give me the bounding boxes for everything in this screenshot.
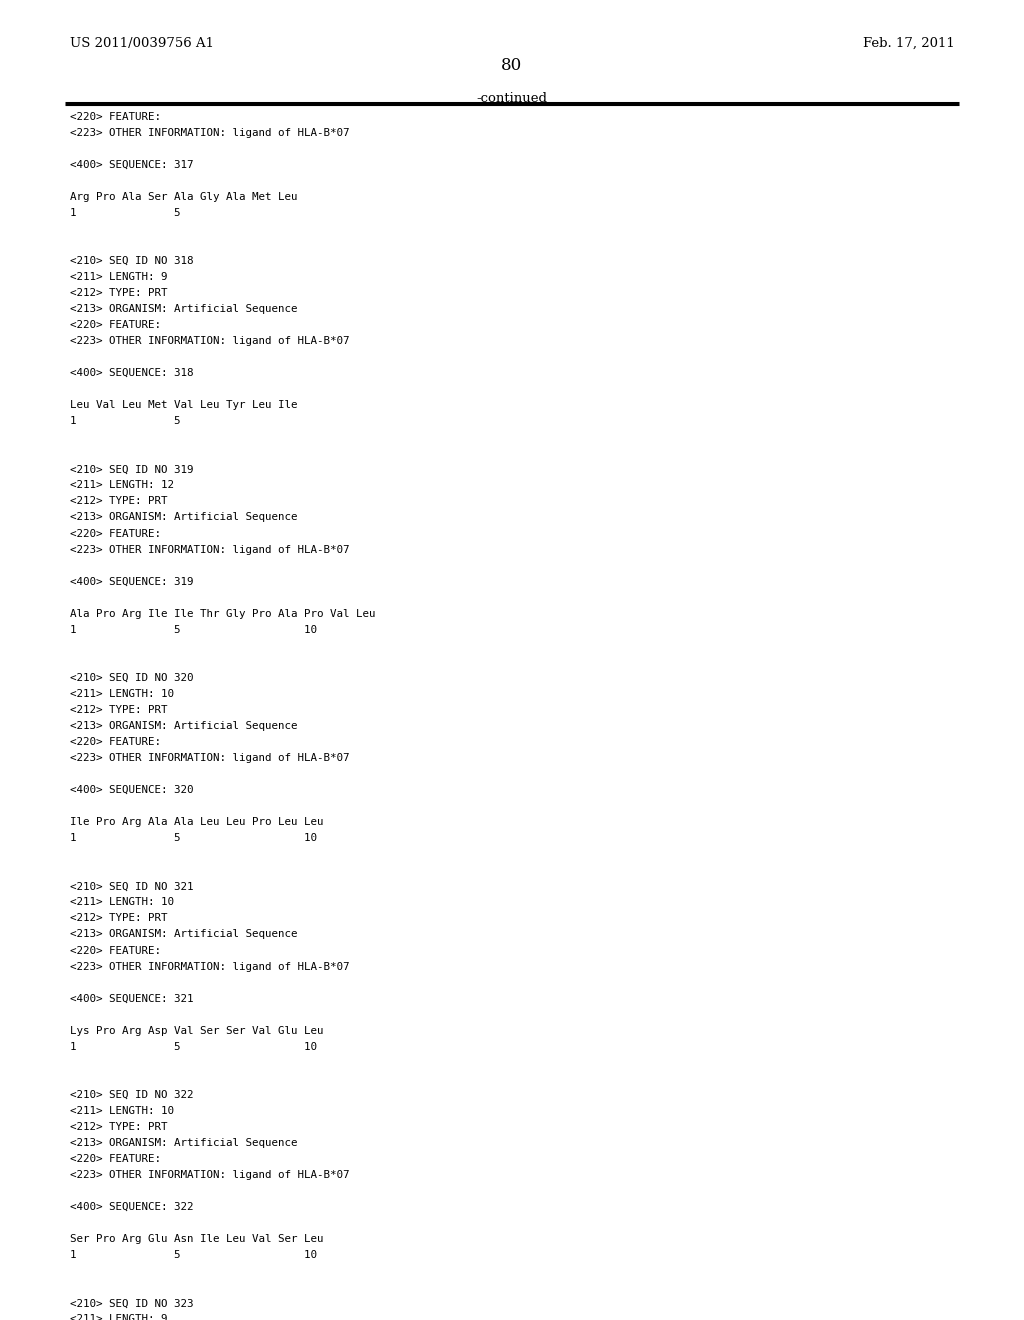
Text: Leu Val Leu Met Val Leu Tyr Leu Ile: Leu Val Leu Met Val Leu Tyr Leu Ile bbox=[70, 400, 297, 411]
Text: Ile Pro Arg Ala Ala Leu Leu Pro Leu Leu: Ile Pro Arg Ala Ala Leu Leu Pro Leu Leu bbox=[70, 817, 324, 828]
Text: <400> SEQUENCE: 318: <400> SEQUENCE: 318 bbox=[70, 368, 194, 378]
Text: <220> FEATURE:: <220> FEATURE: bbox=[70, 945, 161, 956]
Text: 1               5                   10: 1 5 10 bbox=[70, 624, 316, 635]
Text: <220> FEATURE:: <220> FEATURE: bbox=[70, 737, 161, 747]
Text: <212> TYPE: PRT: <212> TYPE: PRT bbox=[70, 1122, 167, 1133]
Text: <212> TYPE: PRT: <212> TYPE: PRT bbox=[70, 705, 167, 715]
Text: <400> SEQUENCE: 321: <400> SEQUENCE: 321 bbox=[70, 994, 194, 1003]
Text: 1               5: 1 5 bbox=[70, 207, 180, 218]
Text: <212> TYPE: PRT: <212> TYPE: PRT bbox=[70, 288, 167, 298]
Text: Ala Pro Arg Ile Ile Thr Gly Pro Ala Pro Val Leu: Ala Pro Arg Ile Ile Thr Gly Pro Ala Pro … bbox=[70, 609, 375, 619]
Text: <211> LENGTH: 10: <211> LENGTH: 10 bbox=[70, 898, 174, 907]
Text: <210> SEQ ID NO 319: <210> SEQ ID NO 319 bbox=[70, 465, 194, 474]
Text: <213> ORGANISM: Artificial Sequence: <213> ORGANISM: Artificial Sequence bbox=[70, 1138, 297, 1148]
Text: 80: 80 bbox=[502, 57, 522, 74]
Text: 1               5                   10: 1 5 10 bbox=[70, 1041, 316, 1052]
Text: <400> SEQUENCE: 317: <400> SEQUENCE: 317 bbox=[70, 160, 194, 170]
Text: <223> OTHER INFORMATION: ligand of HLA-B*07: <223> OTHER INFORMATION: ligand of HLA-B… bbox=[70, 1170, 349, 1180]
Text: <210> SEQ ID NO 323: <210> SEQ ID NO 323 bbox=[70, 1299, 194, 1308]
Text: <223> OTHER INFORMATION: ligand of HLA-B*07: <223> OTHER INFORMATION: ligand of HLA-B… bbox=[70, 128, 349, 137]
Text: Ser Pro Arg Glu Asn Ile Leu Val Ser Leu: Ser Pro Arg Glu Asn Ile Leu Val Ser Leu bbox=[70, 1234, 324, 1245]
Text: <220> FEATURE:: <220> FEATURE: bbox=[70, 528, 161, 539]
Text: <211> LENGTH: 10: <211> LENGTH: 10 bbox=[70, 689, 174, 698]
Text: <220> FEATURE:: <220> FEATURE: bbox=[70, 319, 161, 330]
Text: <400> SEQUENCE: 322: <400> SEQUENCE: 322 bbox=[70, 1203, 194, 1212]
Text: -continued: -continued bbox=[476, 92, 548, 106]
Text: <400> SEQUENCE: 319: <400> SEQUENCE: 319 bbox=[70, 577, 194, 586]
Text: <212> TYPE: PRT: <212> TYPE: PRT bbox=[70, 913, 167, 924]
Text: <213> ORGANISM: Artificial Sequence: <213> ORGANISM: Artificial Sequence bbox=[70, 512, 297, 523]
Text: <210> SEQ ID NO 322: <210> SEQ ID NO 322 bbox=[70, 1090, 194, 1100]
Text: <211> LENGTH: 10: <211> LENGTH: 10 bbox=[70, 1106, 174, 1115]
Text: <223> OTHER INFORMATION: ligand of HLA-B*07: <223> OTHER INFORMATION: ligand of HLA-B… bbox=[70, 337, 349, 346]
Text: US 2011/0039756 A1: US 2011/0039756 A1 bbox=[70, 37, 214, 50]
Text: Lys Pro Arg Asp Val Ser Ser Val Glu Leu: Lys Pro Arg Asp Val Ser Ser Val Glu Leu bbox=[70, 1026, 324, 1036]
Text: <213> ORGANISM: Artificial Sequence: <213> ORGANISM: Artificial Sequence bbox=[70, 721, 297, 731]
Text: <211> LENGTH: 9: <211> LENGTH: 9 bbox=[70, 1315, 167, 1320]
Text: <223> OTHER INFORMATION: ligand of HLA-B*07: <223> OTHER INFORMATION: ligand of HLA-B… bbox=[70, 961, 349, 972]
Text: 1               5                   10: 1 5 10 bbox=[70, 833, 316, 843]
Text: <223> OTHER INFORMATION: ligand of HLA-B*07: <223> OTHER INFORMATION: ligand of HLA-B… bbox=[70, 752, 349, 763]
Text: 1               5                   10: 1 5 10 bbox=[70, 1250, 316, 1261]
Text: <220> FEATURE:: <220> FEATURE: bbox=[70, 112, 161, 121]
Text: <213> ORGANISM: Artificial Sequence: <213> ORGANISM: Artificial Sequence bbox=[70, 304, 297, 314]
Text: <213> ORGANISM: Artificial Sequence: <213> ORGANISM: Artificial Sequence bbox=[70, 929, 297, 940]
Text: <220> FEATURE:: <220> FEATURE: bbox=[70, 1154, 161, 1164]
Text: <210> SEQ ID NO 321: <210> SEQ ID NO 321 bbox=[70, 882, 194, 891]
Text: 1               5: 1 5 bbox=[70, 416, 180, 426]
Text: <212> TYPE: PRT: <212> TYPE: PRT bbox=[70, 496, 167, 507]
Text: Arg Pro Ala Ser Ala Gly Ala Met Leu: Arg Pro Ala Ser Ala Gly Ala Met Leu bbox=[70, 191, 297, 202]
Text: <211> LENGTH: 9: <211> LENGTH: 9 bbox=[70, 272, 167, 282]
Text: <400> SEQUENCE: 320: <400> SEQUENCE: 320 bbox=[70, 785, 194, 795]
Text: <210> SEQ ID NO 318: <210> SEQ ID NO 318 bbox=[70, 256, 194, 265]
Text: Feb. 17, 2011: Feb. 17, 2011 bbox=[862, 37, 954, 50]
Text: <211> LENGTH: 12: <211> LENGTH: 12 bbox=[70, 480, 174, 491]
Text: <223> OTHER INFORMATION: ligand of HLA-B*07: <223> OTHER INFORMATION: ligand of HLA-B… bbox=[70, 545, 349, 554]
Text: <210> SEQ ID NO 320: <210> SEQ ID NO 320 bbox=[70, 673, 194, 682]
